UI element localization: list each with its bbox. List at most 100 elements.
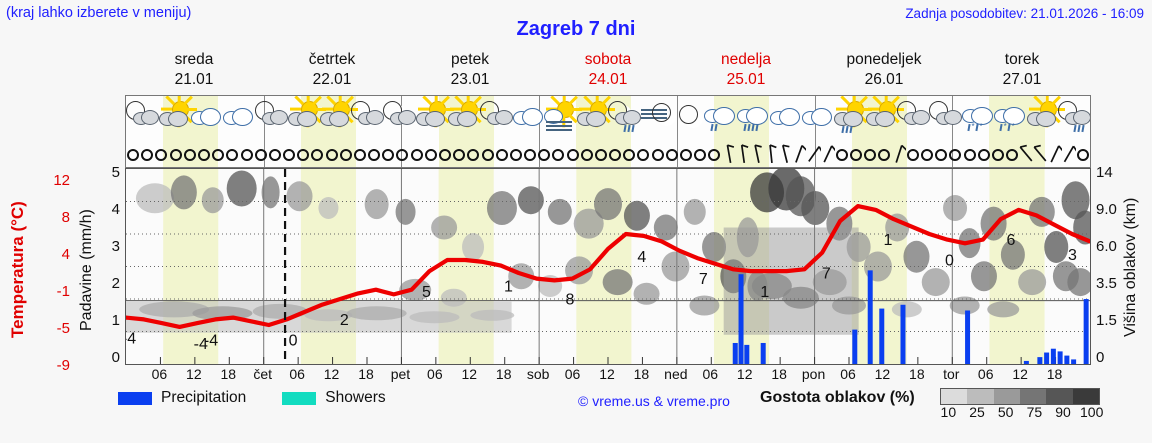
sun-ray [434,96,438,103]
sleet-drop: * [1003,122,1007,131]
sleet-drop [974,123,978,132]
cloud-density-blob [653,214,678,241]
calm-wind-symbol [297,149,310,161]
x-axis-tick: 06 [840,366,856,382]
fog-line [545,125,572,127]
calm-wind-symbol [864,149,877,161]
sun-cloud-icon [574,96,615,137]
day-date: 27.01 [1002,71,1042,88]
calm-wind-symbol [325,149,338,161]
fog-line [545,129,572,131]
day-header-nedelja: nedelja 25.01 [677,50,815,92]
temperature-point-label: 4 [637,249,646,266]
cloud-density-colorbar [940,388,1100,405]
rain-drop [746,123,750,132]
precipitation-bar [1064,355,1070,364]
day-name: četrtek [308,51,356,68]
rain-drop [754,123,758,132]
x-axis-tick: 12 [874,366,891,382]
x-axis-tick: 18 [495,366,512,382]
calm-wind-symbol [977,149,990,161]
x-axis-tick: 06 [289,366,305,382]
series-legend: Precipitation Showers [118,389,386,407]
calm-wind-symbol [353,149,366,161]
precipitation-bar [1083,299,1089,364]
x-axis-tick: 12 [1012,366,1028,382]
cloud-height-axis-title: Višina oblakov (km) [1122,197,1139,338]
cloud-shape [425,111,446,127]
moon-shape [652,103,672,122]
calm-wind-symbol [495,149,508,161]
wind-barb-symbol [754,144,762,163]
cloud-density-blob [201,187,224,214]
sleet-drop [999,123,1003,132]
precipitation-swatch [118,391,152,405]
calm-wind-symbol [594,149,607,161]
calm-wind-symbol [141,149,154,161]
cloud-density-blob [364,189,389,220]
sun-cloud-icon [863,96,905,137]
cloud-density-blob [602,269,633,296]
moon-icon [670,99,706,137]
cloud-rain-icon [702,99,738,137]
day-date: 22.01 [312,71,352,88]
sun-ray [338,96,342,103]
wind-barb-symbol [1049,145,1062,163]
temperature-point-label: 8 [566,292,575,309]
calm-wind-symbol [410,149,423,161]
x-axis-tick: 06 [151,366,168,382]
calm-wind-symbol [169,149,182,161]
sun-ray [321,108,333,111]
cloud-shape [296,111,317,127]
cloud-density-blob [921,268,950,297]
cloud-shape [810,108,832,126]
temperature-point-label: 2 [340,312,349,329]
calm-wind-symbol [240,149,253,161]
showers-legend-label: Showers [325,389,386,406]
temperature-tick: 8 [61,209,70,226]
rain-drop [849,125,853,134]
day-header-sreda: sreda 21.01 [125,50,263,92]
density-tick: 75 [1026,404,1043,420]
sun-ray [289,108,301,111]
cloud-density-blob [261,176,280,209]
sun-ray [562,96,566,103]
temperature-point-label: 6 [1007,232,1016,249]
x-axis-tick: 12 [323,366,340,382]
cloud-density-blob [594,188,622,221]
day-date: 21.01 [174,71,214,88]
calm-wind-symbol [254,149,267,161]
cloud-height-tick: 9.0 [1096,201,1117,218]
cloud-density-blob [573,208,604,239]
precipitation-bar [732,342,738,364]
sun-ray [570,108,582,111]
cloud-shape [713,107,736,125]
sun-ray [186,108,198,111]
wind-barb-symbol [1063,145,1076,163]
calm-wind-symbol [183,149,196,161]
calm-wind-symbol [566,149,579,161]
sun-ray [422,96,433,106]
cloud-icon [799,99,835,137]
calm-wind-symbol [949,149,962,161]
sun-ray [443,108,455,111]
cloud-density-blob [885,213,910,242]
temperature-axis-title: Temperatura (°C) [8,201,27,339]
moon-cloud-icon [349,99,385,137]
rain-drop [1081,124,1085,133]
cloud-density-blob [891,301,922,318]
calm-wind-symbol [396,149,409,161]
x-axis-tick: 06 [702,366,719,382]
x-axis-tick: 18 [633,366,650,382]
calm-wind-symbol [467,149,480,161]
cloud-rain-icon [735,99,771,137]
day-name: sobota [584,51,632,68]
credit-link[interactable]: © vreme.us & vreme.pro [578,393,730,409]
temperature-point-label: 1 [504,279,513,296]
precipitation-bar [1037,357,1043,364]
wind-barb-symbol [740,144,749,164]
sun-cloud-icon [285,96,326,137]
temperature-curve [126,204,1090,329]
calm-wind-symbol [580,149,593,161]
calm-wind-symbol [339,149,352,161]
